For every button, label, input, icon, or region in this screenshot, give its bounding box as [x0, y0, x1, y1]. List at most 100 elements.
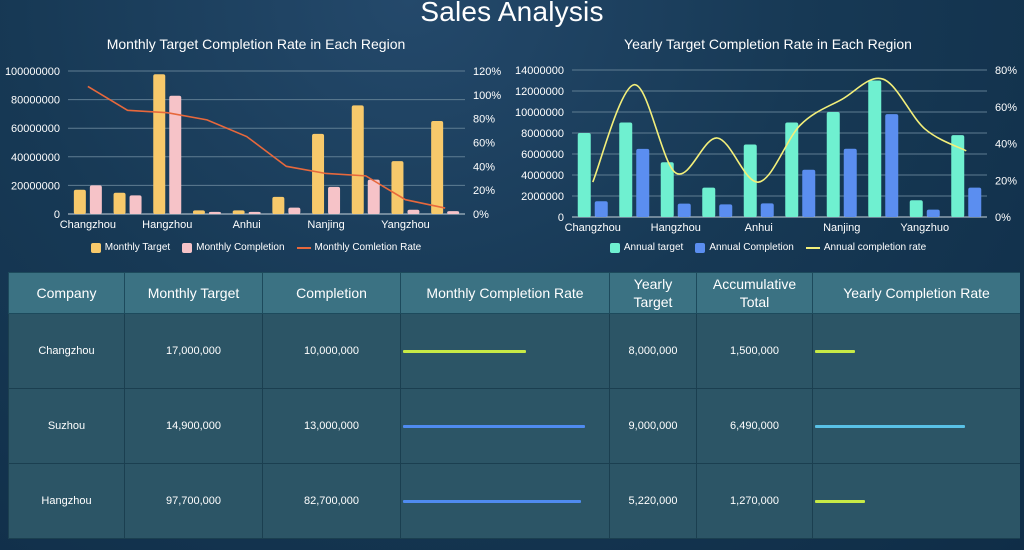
legend-monthly-rate[interactable]: Monthly Comletion Rate — [296, 242, 421, 253]
header-accumulative-total[interactable]: Accumulative Total — [696, 272, 813, 314]
y2-tick-label: 20% — [995, 175, 1017, 187]
table-body: Changzhou 17,000,000 10,000,000 8,000,000 1,… — [8, 313, 1020, 539]
bar — [577, 133, 591, 217]
legend-annual-rate[interactable]: Annual completion rate — [805, 242, 926, 253]
legend-annual-completion[interactable]: Annual Completion — [695, 242, 794, 253]
yearly-target-cell: 8,000,000 — [609, 313, 697, 389]
x-tick-label: Yangzhuo — [900, 222, 949, 234]
bar — [702, 187, 716, 217]
bar — [391, 161, 404, 214]
y-tick-label: 60000000 — [11, 123, 60, 135]
bar — [73, 189, 86, 214]
bar — [153, 74, 166, 214]
monthly-target-cell: 17,000,000 — [124, 313, 263, 389]
header-completion[interactable]: Completion — [262, 272, 401, 314]
bar — [248, 211, 261, 214]
table-row[interactable]: Changzhou 17,000,000 10,000,000 8,000,000 1,… — [8, 313, 1020, 389]
bar — [619, 122, 633, 217]
progress-bar — [815, 424, 965, 428]
y-tick-label: 8000000 — [521, 128, 564, 140]
rate-line — [87, 85, 446, 209]
y-tick-label: 12000000 — [515, 86, 564, 98]
header-yearly-completion-rate[interactable]: Yearly Completion Rate — [812, 272, 1020, 314]
sales-table-wrap: Company Monthly Target Completion Monthl… — [8, 272, 1020, 550]
company-cell: Hangzhou — [8, 463, 125, 539]
bar — [909, 200, 923, 217]
bar — [968, 187, 982, 217]
legend-swatch — [296, 246, 311, 249]
yearly-chart-plot: 0 2000000 4000000 6000000 8000000 10000000 120… — [515, 65, 1017, 234]
yearly-chart-title: Yearly Target Completion Rate in Each Re… — [624, 36, 912, 52]
monthly-chart-title: Monthly Target Completion Rate in Each R… — [106, 36, 406, 52]
y-tick-label: 40000000 — [11, 152, 60, 164]
x-tick-label: Hangzhou — [651, 222, 701, 234]
rate-line — [592, 77, 967, 183]
header-company[interactable]: Company — [8, 272, 125, 314]
legend-annual-target[interactable]: Annual target — [609, 242, 684, 253]
legend-monthly-completion[interactable]: Monthly Completion — [182, 242, 285, 253]
bar — [351, 105, 364, 214]
x-tick-label: Anhui — [745, 222, 773, 234]
header-monthly-target[interactable]: Monthly Target — [124, 272, 263, 314]
y-tick-label: 0 — [54, 209, 60, 221]
progress-bar — [403, 499, 581, 503]
bar — [885, 114, 899, 217]
legend-label: Monthly Target — [104, 242, 171, 253]
bar — [169, 95, 182, 214]
bar — [272, 196, 285, 214]
bar — [868, 80, 882, 217]
monthly-rate-cell — [400, 388, 610, 464]
monthly-chart-legend: Monthly Target Monthly Completion Monthl… — [0, 242, 512, 253]
table-row[interactable]: Suzhou 14,900,000 13,000,000 9,000,000 6,490… — [8, 388, 1020, 464]
table-row[interactable]: Hangzhou 97,700,000 82,700,000 5,220,000 1,2… — [8, 463, 1020, 539]
bar — [431, 121, 444, 214]
monthly-rate-cell — [400, 313, 610, 389]
y2-tick-label: 60% — [473, 138, 495, 150]
bar — [719, 204, 733, 217]
x-tick-label: Changzhou — [565, 222, 621, 234]
legend-swatch — [609, 242, 620, 253]
yearly-target-cell: 9,000,000 — [609, 388, 697, 464]
y-tick-label: 100000000 — [5, 66, 60, 78]
yearly-rate-cell — [812, 463, 1020, 539]
bar — [677, 203, 691, 217]
completion-cell: 13,000,000 — [262, 388, 401, 464]
x-tick-label: Yangzhou — [381, 219, 430, 231]
bar — [926, 209, 940, 217]
monthly-target-cell: 97,700,000 — [124, 463, 263, 539]
y-tick-label: 4000000 — [521, 170, 564, 182]
y2-tick-label: 40% — [995, 139, 1017, 151]
header-yearly-target[interactable]: Yearly Target — [609, 272, 697, 314]
progress-bar — [815, 349, 855, 353]
monthly-rate-cell — [400, 463, 610, 539]
bar — [312, 133, 325, 214]
bar — [208, 211, 221, 214]
bar — [785, 122, 799, 217]
bar — [760, 203, 774, 217]
legend-label: Annual target — [623, 242, 684, 253]
bar — [89, 185, 102, 214]
bar — [447, 211, 460, 214]
x-tick-label: Nanjing — [307, 219, 344, 231]
legend-swatch — [695, 242, 706, 253]
progress-bar — [403, 424, 585, 428]
legend-swatch — [805, 246, 820, 249]
bar — [113, 192, 126, 214]
bar — [660, 162, 674, 217]
bar — [951, 135, 965, 217]
completion-cell: 82,700,000 — [262, 463, 401, 539]
legend-swatch — [90, 242, 101, 253]
bar — [367, 179, 380, 214]
y2-tick-label: 120% — [473, 66, 501, 78]
bar — [328, 186, 341, 214]
header-monthly-completion-rate[interactable]: Monthly Completion Rate — [400, 272, 610, 314]
y2-tick-label: 0% — [473, 209, 489, 221]
y-tick-label: 6000000 — [521, 149, 564, 161]
yearly-rate-cell — [812, 388, 1020, 464]
progress-bar — [403, 349, 526, 353]
completion-cell: 10,000,000 — [262, 313, 401, 389]
legend-monthly-target[interactable]: Monthly Target — [90, 242, 171, 253]
y-tick-label: 14000000 — [515, 65, 564, 77]
y-tick-label: 0 — [558, 212, 564, 224]
bar — [843, 148, 857, 217]
